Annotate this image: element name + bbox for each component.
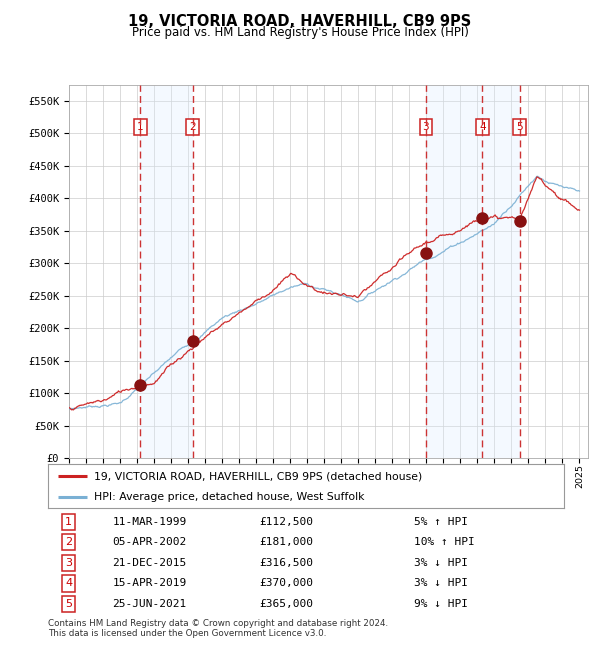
Text: Price paid vs. HM Land Registry's House Price Index (HPI): Price paid vs. HM Land Registry's House … [131,26,469,39]
Text: £365,000: £365,000 [260,599,314,609]
Text: 15-APR-2019: 15-APR-2019 [113,578,187,588]
Text: 1: 1 [65,517,72,526]
Text: 5: 5 [65,599,72,609]
Text: HPI: Average price, detached house, West Suffolk: HPI: Average price, detached house, West… [94,492,365,502]
Text: £112,500: £112,500 [260,517,314,526]
Text: £181,000: £181,000 [260,538,314,547]
Text: 4: 4 [479,122,485,132]
Text: 11-MAR-1999: 11-MAR-1999 [113,517,187,526]
Text: £316,500: £316,500 [260,558,314,568]
Text: 3% ↓ HPI: 3% ↓ HPI [415,558,469,568]
Text: 3: 3 [65,558,72,568]
Text: 2: 2 [189,122,196,132]
Text: 21-DEC-2015: 21-DEC-2015 [113,558,187,568]
Text: 10% ↑ HPI: 10% ↑ HPI [415,538,475,547]
Text: 2: 2 [65,538,72,547]
Text: 9% ↓ HPI: 9% ↓ HPI [415,599,469,609]
Text: 19, VICTORIA ROAD, HAVERHILL, CB9 9PS (detached house): 19, VICTORIA ROAD, HAVERHILL, CB9 9PS (d… [94,471,422,482]
Bar [426,84,482,458]
Bar [140,84,193,458]
Text: £370,000: £370,000 [260,578,314,588]
Text: 5% ↑ HPI: 5% ↑ HPI [415,517,469,526]
Text: 1: 1 [137,122,143,132]
Text: 19, VICTORIA ROAD, HAVERHILL, CB9 9PS: 19, VICTORIA ROAD, HAVERHILL, CB9 9PS [128,14,472,29]
Bar [482,84,520,458]
Text: 5: 5 [516,122,523,132]
Text: Contains HM Land Registry data © Crown copyright and database right 2024.
This d: Contains HM Land Registry data © Crown c… [48,619,388,638]
Text: 4: 4 [65,578,72,588]
Text: 3: 3 [422,122,429,132]
Text: 3% ↓ HPI: 3% ↓ HPI [415,578,469,588]
Text: 05-APR-2002: 05-APR-2002 [113,538,187,547]
Text: 25-JUN-2021: 25-JUN-2021 [113,599,187,609]
